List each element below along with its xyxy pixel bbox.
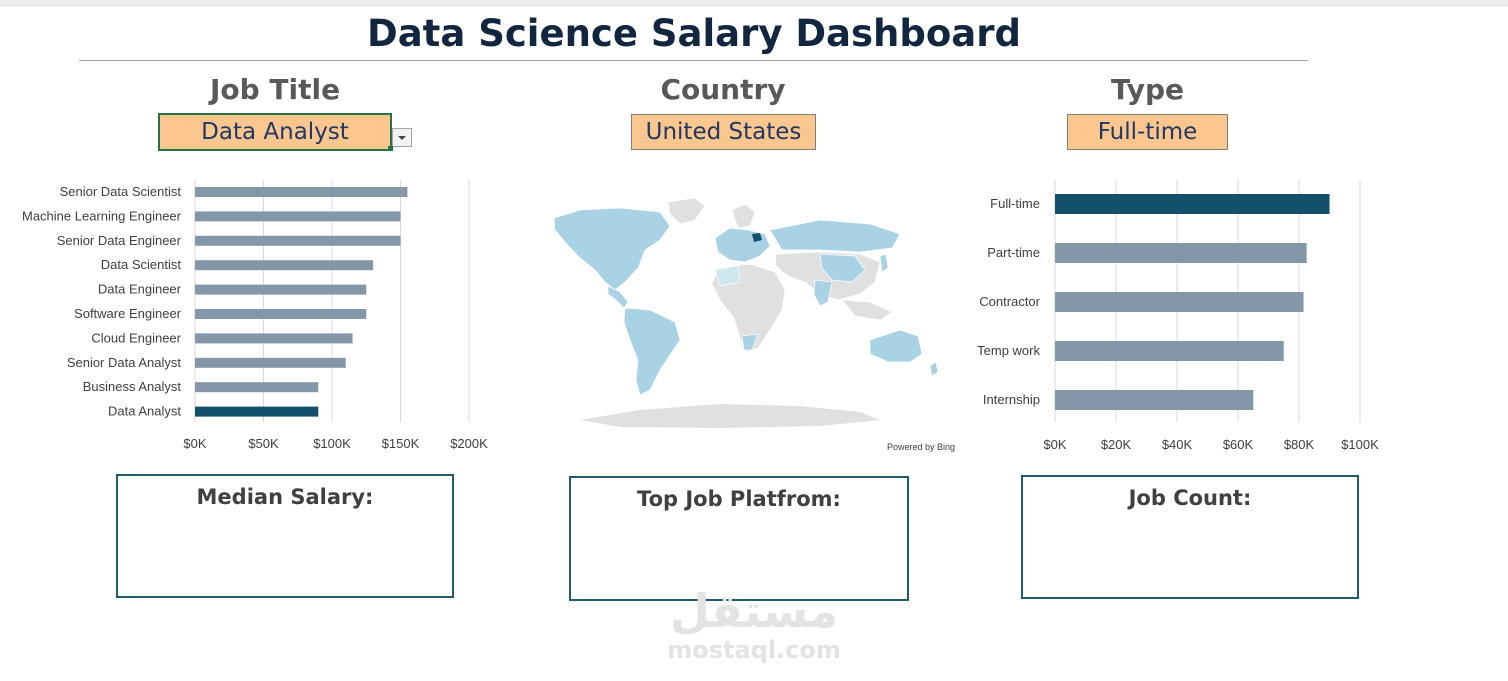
x-tick-label: $50K [248,436,279,451]
job-title-salary-chart[interactable]: $0K $50K $100K $150K $200K Senior Data Scient… [0,170,500,460]
bar-software-engineer[interactable] [195,309,367,319]
map-central-america [607,285,629,309]
bar-data-engineer[interactable] [195,284,367,295]
category-label-temp-work: Temp work [977,343,1040,358]
category-label-business-analyst: Business Analyst [83,379,182,394]
bar-contractor[interactable] [1055,292,1304,312]
map-southeast-asia [841,299,893,321]
map-africa [711,263,786,353]
bar-cloud-engineer[interactable] [195,333,353,344]
map-landmasses [553,197,939,428]
map-scandinavia [731,203,756,229]
job-count-card: Job Count: [1021,475,1359,599]
country-label: Country [660,73,786,106]
bar-senior-data-analyst[interactable] [195,357,346,368]
bar-data-scientist[interactable] [195,260,374,271]
map-attribution: Powered by Bing [887,442,956,452]
map-antarctica [580,404,880,428]
x-tick-label: $150K [382,436,420,451]
map-north-america [553,207,671,291]
bar-data-analyst[interactable] [195,406,319,417]
category-label-data-scientist: Data Scientist [101,257,182,272]
map-india [813,279,833,307]
bar-temp-work[interactable] [1055,341,1284,361]
category-label-full-time: Full-time [990,196,1040,211]
category-label-part-time: Part-time [987,245,1040,260]
map-south-america [623,307,681,396]
map-southern-africa-highlight [741,333,759,351]
bar-machine-learning-engineer[interactable] [195,211,401,222]
category-label-internship: Internship [983,392,1040,407]
median-salary-label: Median Salary: [196,485,374,509]
type-select[interactable]: Full-time [1067,114,1228,150]
job-type-salary-chart[interactable]: $0K $20K $40K $60K $80K $100K Full-time Part-ti… [960,170,1400,460]
bar-senior-data-engineer[interactable] [195,235,401,246]
window-top-border [0,0,1508,6]
map-belarus-highlight [752,233,762,242]
job-title-label: Job Title [209,73,341,106]
title-divider [79,60,1308,61]
map-japan [879,253,889,273]
chevron-down-icon[interactable] [392,128,412,147]
x-tick-label: $100K [313,436,351,451]
category-label-contractor: Contractor [979,294,1040,309]
x-tick-label: $20K [1101,437,1132,452]
map-australia [869,329,923,363]
map-greenland [667,197,706,225]
map-europe [714,227,771,263]
map-new-zealand [929,361,939,377]
x-tick-label: $0K [183,436,206,451]
bar-senior-data-scientist[interactable] [195,187,408,197]
x-tick-label: $40K [1162,437,1193,452]
top-platform-card: Top Job Platfrom: [569,476,909,601]
category-label-senior-data-analyst: Senior Data Analyst [67,355,182,370]
map-china [819,253,866,283]
bar-internship[interactable] [1055,390,1254,410]
map-north-africa-highlight [714,265,741,287]
x-tick-label: $80K [1284,437,1315,452]
map-russia [769,219,901,253]
type-label: Type [1110,73,1185,106]
bar-part-time[interactable] [1055,243,1307,263]
top-platform-label: Top Job Platfrom: [637,487,841,511]
job-title-select[interactable]: Data Analyst [158,113,392,151]
bar-full-time[interactable] [1055,194,1330,214]
world-map[interactable] [520,190,950,435]
cell-fill-handle[interactable] [388,146,393,151]
category-label-cloud-engineer: Cloud Engineer [91,330,181,345]
bar-business-analyst[interactable] [195,382,319,393]
country-select[interactable]: United States [631,114,816,150]
x-tick-label: $60K [1223,437,1254,452]
category-label-data-engineer: Data Engineer [98,282,182,297]
category-label-senior-data-scientist: Senior Data Scientist [60,184,182,199]
median-salary-card: Median Salary: [116,474,454,598]
dashboard-title: Data Science Salary Dashboard [367,12,1021,55]
category-label-data-analyst: Data Analyst [108,404,181,419]
category-label-senior-data-engineer: Senior Data Engineer [57,233,182,248]
job-count-label: Job Count: [1128,486,1252,510]
x-tick-label: $0K [1043,437,1066,452]
category-label-machine-learning-engineer: Machine Learning Engineer [22,208,182,223]
x-tick-label: $100K [1341,437,1379,452]
watermark-logo-arabic: مستقل [669,584,839,638]
watermark-logo-latin: mostaql.com [667,636,841,664]
x-tick-label: $200K [450,436,488,451]
category-label-software-engineer: Software Engineer [74,306,182,321]
